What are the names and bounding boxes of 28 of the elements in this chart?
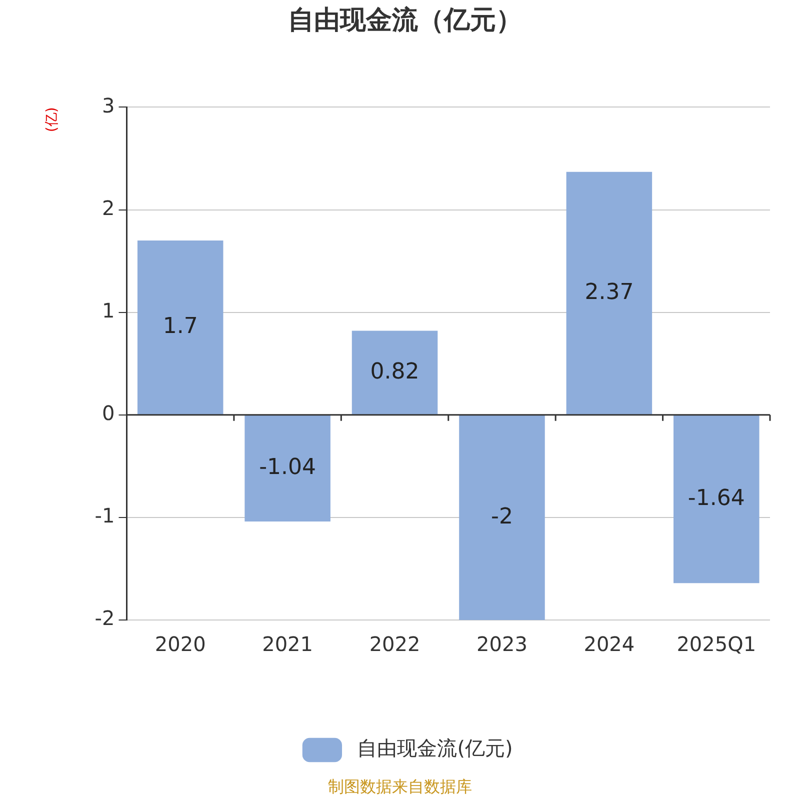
chart-title: 自由现金流（亿元） — [288, 5, 522, 36]
y-tick-label: 0 — [102, 401, 115, 426]
bar — [674, 415, 760, 584]
data-label: -1.04 — [259, 455, 316, 480]
legend-label: 自由现金流(亿元) — [357, 736, 513, 760]
x-tick-label: 2024 — [584, 632, 635, 656]
bar — [137, 240, 224, 414]
y-tick-label: 1 — [102, 298, 115, 323]
bar — [352, 330, 438, 414]
data-label: -2 — [491, 504, 513, 530]
bar — [459, 415, 545, 620]
x-tick-label: 2020 — [154, 632, 206, 656]
y-tick-label: 3 — [102, 93, 115, 118]
x-tick-label: 2023 — [476, 632, 528, 656]
data-label: 0.82 — [370, 359, 420, 384]
y-tick-label: 2 — [102, 196, 115, 220]
y-tick-label: -2 — [94, 606, 115, 630]
y-tick-label: -1 — [94, 504, 115, 528]
bar — [566, 172, 652, 414]
data-label: 2.37 — [584, 280, 634, 305]
x-tick-label: 2025Q1 — [676, 632, 756, 656]
x-tick-label: 2021 — [262, 632, 314, 656]
data-label: -1.64 — [688, 486, 745, 511]
data-label: 1.7 — [162, 314, 198, 340]
bar — [244, 415, 330, 522]
x-tick-label: 2022 — [369, 632, 420, 656]
text: 制图数据来自数据库 — [328, 777, 472, 796]
y-axis-title: (亿) — [44, 107, 60, 132]
